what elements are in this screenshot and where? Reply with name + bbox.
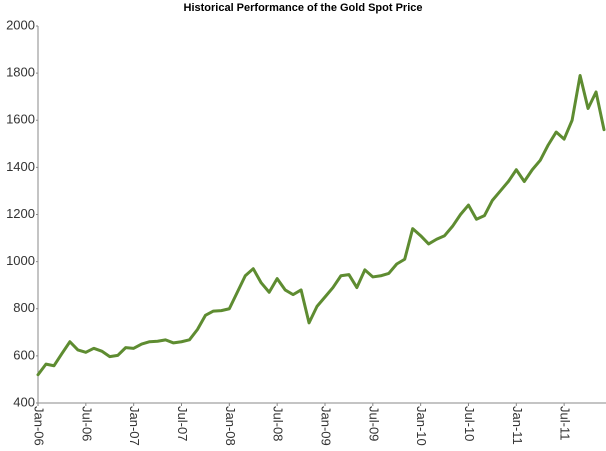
x-tick-label: Jan-11 bbox=[510, 406, 525, 445]
x-tick-label: Jan-10 bbox=[414, 406, 429, 446]
x-tick-label: Jan-06 bbox=[32, 406, 47, 446]
x-tick-label: Jul-11 bbox=[558, 406, 573, 440]
y-tick-label: 1000 bbox=[6, 253, 35, 268]
x-tick-label: Jul-06 bbox=[79, 406, 94, 441]
y-tick-label: 800 bbox=[13, 300, 35, 315]
x-tick-label: Jan-07 bbox=[127, 406, 142, 446]
chart-title: Historical Performance of the Gold Spot … bbox=[184, 2, 423, 14]
y-tick-label: 1200 bbox=[6, 206, 35, 221]
y-tick-label: 1400 bbox=[6, 159, 35, 174]
y-tick-label: 400 bbox=[13, 394, 35, 409]
x-tick-label: Jan-08 bbox=[223, 406, 238, 446]
series-line bbox=[36, 73, 606, 377]
x-tick-label: Jul-10 bbox=[462, 406, 477, 441]
y-tick-label: 1600 bbox=[6, 112, 35, 127]
x-tick-label: Jan-09 bbox=[319, 406, 334, 446]
y-tick-label: 600 bbox=[13, 347, 35, 362]
x-tick-label: Jul-07 bbox=[175, 406, 190, 441]
x-tick-label: Jul-08 bbox=[271, 406, 286, 441]
x-tick-label: Jul-09 bbox=[366, 406, 381, 441]
y-tick-label: 1800 bbox=[6, 65, 35, 80]
y-tick-label: 2000 bbox=[6, 17, 35, 32]
